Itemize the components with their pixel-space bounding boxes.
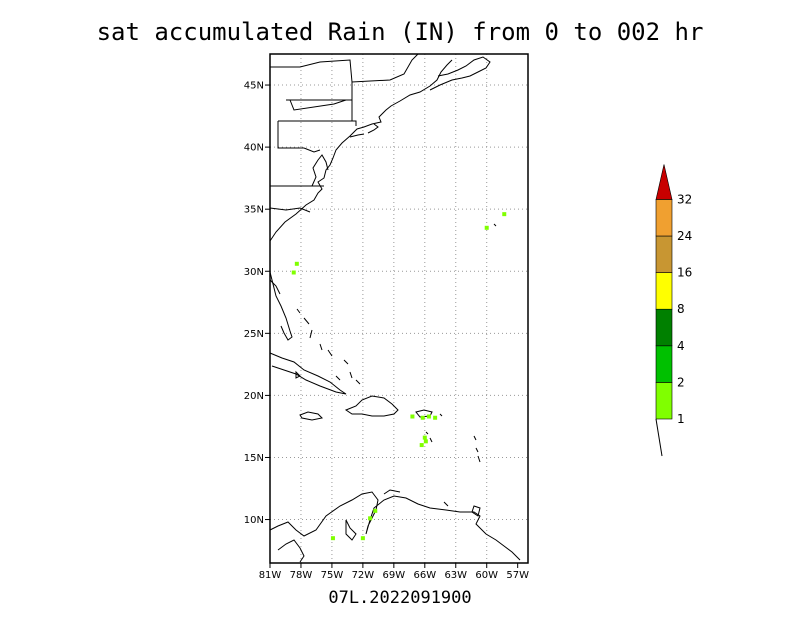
lat-tick-label: 15N — [244, 453, 264, 464]
colorbar-segment — [655, 235, 673, 273]
lat-tick-label: 40N — [244, 143, 264, 154]
rain-pixel — [368, 516, 373, 521]
axis-ticks: 81W 78W 75W 72W 69W 66W 63W 60W 57W 45N 40N 35N 30N 2… — [244, 81, 529, 581]
jamaica-coastline — [299, 411, 324, 421]
state-lines — [269, 82, 357, 213]
rain-pixel — [426, 414, 431, 419]
colorbar-label: 24 — [677, 229, 692, 243]
colorbar-tail — [655, 418, 663, 457]
paria-coast — [383, 489, 401, 495]
rain-pixel — [373, 508, 378, 513]
lat-tick-label: 25N — [244, 329, 264, 340]
lesser-antilles — [425, 413, 481, 507]
map-frame — [269, 53, 529, 564]
colorbar-segment — [655, 382, 673, 420]
rain-pixel — [433, 415, 438, 420]
colorbar-segment — [655, 272, 673, 310]
graticule — [270, 54, 528, 563]
maracaibo-lake — [345, 519, 357, 541]
colorbar-label: 32 — [677, 192, 692, 206]
hispaniola-coastline — [344, 395, 399, 417]
cape-cod-coast — [367, 123, 379, 134]
colorbar-label: 1 — [677, 412, 685, 426]
lon-tick-label: 81W — [259, 570, 282, 581]
lon-tick-label: 72W — [352, 570, 375, 581]
trinidad — [471, 505, 481, 517]
colorbar-top-triangle — [655, 164, 673, 200]
isle-of-youth — [295, 370, 301, 379]
rain-pixel — [419, 443, 424, 448]
bahamas-islands — [296, 308, 361, 385]
us-east-coastline — [269, 59, 453, 242]
rain-pixel — [420, 415, 425, 420]
lat-tick-label: 30N — [244, 267, 264, 278]
rain-pixel — [423, 439, 428, 444]
long-island-coast — [349, 133, 365, 138]
rain-pixel — [330, 536, 335, 541]
colorbar-label: 2 — [677, 375, 685, 389]
lon-tick-label: 60W — [475, 570, 498, 581]
rain-pixel — [294, 261, 299, 266]
rain-pixel — [291, 270, 296, 275]
lon-tick-label: 66W — [413, 570, 436, 581]
south-america-coastline — [269, 491, 521, 561]
lat-tick-label: 45N — [244, 81, 264, 92]
coastlines — [269, 56, 521, 563]
storm-id-label: 07L.2022091900 — [328, 588, 472, 608]
rain-pixel — [502, 212, 507, 217]
colorbar-segment — [655, 308, 673, 347]
lon-tick-label: 75W — [321, 570, 344, 581]
rain-pixel — [422, 435, 427, 440]
map-title: sat accumulated Rain (IN) from 0 to 002 … — [96, 18, 704, 46]
colorbar-label: 8 — [677, 302, 685, 316]
rain-pixel — [410, 414, 415, 419]
bermuda — [493, 223, 497, 227]
us-canada-border — [270, 53, 419, 83]
rain-pixel — [360, 536, 365, 541]
florida-coastline — [269, 271, 293, 341]
colorbar-label: 16 — [677, 266, 692, 280]
lon-tick-label: 57W — [506, 570, 529, 581]
lat-tick-label: 35N — [244, 205, 264, 216]
panama-coast — [277, 539, 305, 563]
lat-tick-label: 20N — [244, 391, 264, 402]
colorbar-segment — [655, 199, 673, 237]
rain-marks — [291, 212, 507, 541]
lat-tick-label: 10N — [244, 515, 264, 526]
colorbar-segment — [655, 345, 673, 383]
cuba-coastline — [269, 352, 347, 395]
lon-tick-label: 78W — [290, 570, 313, 581]
state-borders — [269, 53, 419, 213]
rain-pixel — [484, 225, 489, 230]
gulf-coastline — [269, 279, 281, 295]
puerto-rico-coastline — [415, 409, 433, 418]
maritimes-coast — [429, 56, 491, 91]
colorbar-label: 4 — [677, 339, 685, 353]
chesapeake-coast — [311, 154, 329, 187]
lon-tick-label: 63W — [444, 570, 467, 581]
lon-tick-label: 69W — [383, 570, 406, 581]
